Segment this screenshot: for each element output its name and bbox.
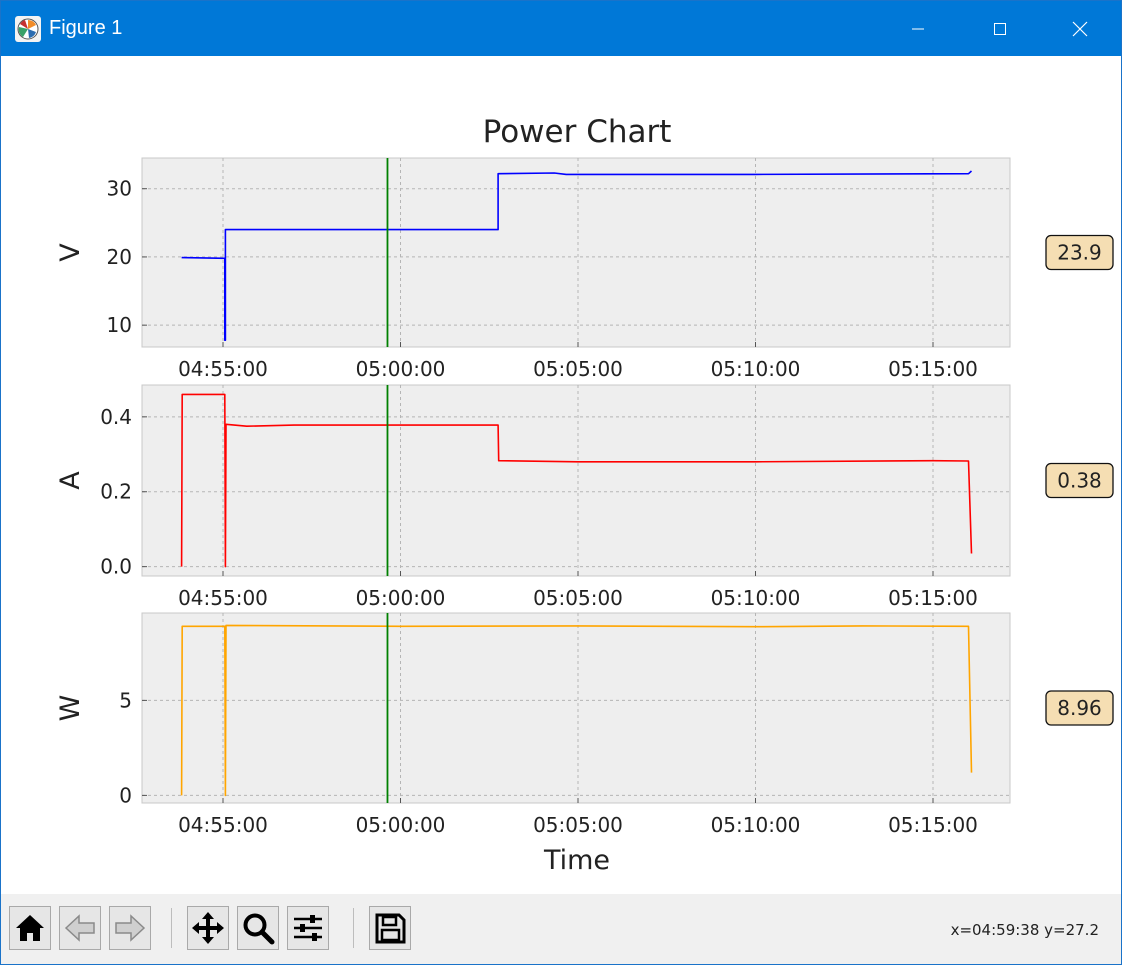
- toolbar-separator: [353, 908, 354, 948]
- x-axis-label: Time: [543, 845, 610, 876]
- home-button[interactable]: [9, 906, 51, 950]
- figure-canvas[interactable]: Power Chart 04:55:00 05:00:00 05:05:00 05:10…: [1, 56, 1121, 894]
- maximize-icon: [994, 22, 1006, 35]
- x-tick-label: 05:00:00: [356, 813, 446, 837]
- x-tick-label: 05:05:00: [533, 357, 623, 381]
- y-tick-label: 10: [107, 313, 132, 337]
- pan-button[interactable]: [187, 906, 229, 950]
- y-tick-label: 0.4: [100, 405, 132, 429]
- x-tick-label: 05:15:00: [888, 586, 978, 610]
- y-tick-label: 0.0: [100, 555, 132, 579]
- title-bar[interactable]: Figure 1: [1, 1, 1121, 56]
- back-icon: [64, 914, 95, 942]
- series-line-W: [180, 624, 973, 797]
- x-tick-label: 05:00:00: [356, 357, 446, 381]
- chart-title: Power Chart: [483, 114, 672, 150]
- x-tick-label: 05:15:00: [888, 813, 978, 837]
- pan-icon: [192, 912, 224, 944]
- forward-icon: [115, 914, 146, 942]
- y-tick-label: 0: [119, 783, 132, 807]
- readout-badge: [1045, 234, 1114, 271]
- y-axis-label: V: [55, 243, 86, 262]
- x-tick-label: 04:55:00: [178, 357, 268, 381]
- y-tick-label: 0.2: [100, 480, 132, 504]
- x-tick-label: 05:10:00: [711, 357, 801, 381]
- save-button[interactable]: [369, 906, 411, 950]
- configure-subplots-icon: [294, 915, 322, 941]
- close-icon: [1072, 21, 1088, 36]
- series-line-V: [181, 170, 973, 342]
- y-tick-label: 20: [107, 245, 132, 269]
- y-tick-label: 5: [119, 688, 132, 712]
- close-button[interactable]: [1039, 1, 1121, 56]
- back-button[interactable]: [59, 906, 101, 950]
- zoom-icon: [243, 913, 275, 945]
- readout-badge: [1045, 690, 1114, 726]
- window-title: Figure 1: [49, 17, 123, 39]
- x-tick-label: 05:05:00: [533, 813, 623, 837]
- readout-value: 8.96: [1057, 696, 1102, 720]
- readout-value: 0.38: [1057, 469, 1102, 493]
- save-icon: [375, 913, 406, 944]
- forward-button[interactable]: [109, 906, 151, 950]
- x-tick-label: 05:15:00: [888, 357, 978, 381]
- matplotlib-icon: [15, 16, 41, 42]
- readout-badge: [1045, 462, 1114, 499]
- configure-subplots-button[interactable]: [287, 906, 329, 950]
- zoom-button[interactable]: [237, 906, 279, 950]
- series-line-A: [180, 393, 973, 568]
- y-tick-label: 30: [107, 177, 132, 201]
- plot-area-A: [141, 384, 1011, 577]
- x-tick-label: 04:55:00: [178, 586, 268, 610]
- plot-area-V: [141, 157, 1011, 348]
- plot-area-W: [141, 612, 1011, 804]
- x-tick-label: 05:10:00: [711, 586, 801, 610]
- readout-value: 23.9: [1057, 241, 1102, 265]
- minimize-icon: [912, 28, 924, 29]
- minimize-button[interactable]: [877, 1, 959, 56]
- x-tick-label: 05:10:00: [711, 813, 801, 837]
- maximize-button[interactable]: [959, 1, 1041, 56]
- x-tick-label: 05:05:00: [533, 586, 623, 610]
- y-axis-label: A: [55, 471, 86, 490]
- x-tick-label: 04:55:00: [178, 813, 268, 837]
- navigation-toolbar: x=04:59:38 y=27.2: [1, 894, 1121, 964]
- power-chart[interactable]: Power Chart 04:55:00 05:00:00 05:05:00 05:10…: [1, 56, 1121, 894]
- cursor-coordinates: x=04:59:38 y=27.2: [950, 921, 1099, 939]
- y-axis-label: W: [55, 695, 86, 722]
- home-icon: [16, 915, 44, 941]
- toolbar-separator: [171, 908, 172, 948]
- x-tick-label: 05:00:00: [356, 586, 446, 610]
